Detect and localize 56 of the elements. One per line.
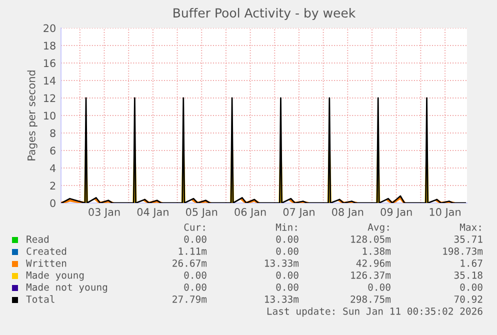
- x-tick-label: 10 Jan: [430, 208, 460, 218]
- x-tick-label: 07 Jan: [283, 208, 314, 218]
- text: 35.18: [454, 271, 482, 279]
- text: 1.11m: [178, 248, 207, 255]
- text: 0.00: [184, 235, 206, 243]
- text: 1.38m: [362, 247, 391, 255]
- text: Avg:: [368, 224, 389, 233]
- text: 0.00: [276, 271, 298, 279]
- y-tick-label: 16: [44, 59, 56, 68]
- x-tick-label: 09 Jan: [380, 208, 412, 218]
- text: 13.33m: [265, 295, 299, 303]
- legend-label: Written: [26, 259, 66, 267]
- x-tick-label: 04 Jan: [137, 208, 168, 218]
- text: 0.00: [276, 247, 298, 255]
- legend-label: Created: [26, 247, 66, 255]
- text: Cur:: [184, 223, 205, 231]
- y-tick-label: 12: [44, 94, 56, 102]
- x-tick-label: 08 Jan: [332, 208, 364, 218]
- text: 198.73m: [443, 247, 483, 255]
- text: Last update: Sun Jan 11 00:35:02 2026: [267, 307, 482, 317]
- y-axis-title: Pages per second: [27, 70, 38, 160]
- text: 1.67: [460, 259, 482, 267]
- text: 26.67m: [172, 259, 207, 267]
- text: Min:: [276, 223, 297, 231]
- text: 298.75m: [350, 295, 391, 303]
- x-tick-label: 06 Jan: [234, 208, 266, 218]
- text: Max:: [460, 224, 481, 231]
- text: 13.33m: [265, 259, 299, 267]
- chart-title: Buffer Pool Activity - by week: [174, 8, 356, 20]
- text: 0.00: [460, 283, 482, 291]
- y-tick-label: 20: [44, 24, 56, 32]
- text: 42.96m: [356, 259, 391, 267]
- x-tick-label: 03 Jan: [88, 208, 120, 218]
- text: 0.00: [276, 235, 298, 243]
- text: 35.71: [454, 235, 482, 243]
- text: 0.00: [184, 283, 206, 291]
- text: 70.92: [454, 295, 482, 303]
- text: 0.00: [368, 283, 390, 291]
- legend-label: Made young: [26, 271, 84, 281]
- text: 128.05m: [351, 235, 391, 243]
- y-tick-label: 0: [50, 199, 56, 208]
- y-tick-label: 18: [44, 42, 56, 50]
- text: 126.37m: [351, 271, 391, 279]
- y-tick-label: 2: [50, 182, 56, 190]
- legend-label: Total: [26, 295, 54, 303]
- y-tick-label: 8: [50, 129, 56, 138]
- text: 0.00: [184, 271, 206, 279]
- legend-label: Made not young: [26, 283, 108, 293]
- y-tick-label: 10: [44, 112, 56, 120]
- legend-label: Read: [26, 235, 49, 243]
- x-tick-label: 05 Jan: [186, 208, 218, 218]
- y-tick-label: 4: [50, 164, 56, 172]
- y-tick-label: 6: [50, 146, 56, 155]
- y-tick-label: 14: [44, 76, 56, 84]
- text: 27.79m: [172, 295, 207, 303]
- text: 0.00: [276, 283, 298, 291]
